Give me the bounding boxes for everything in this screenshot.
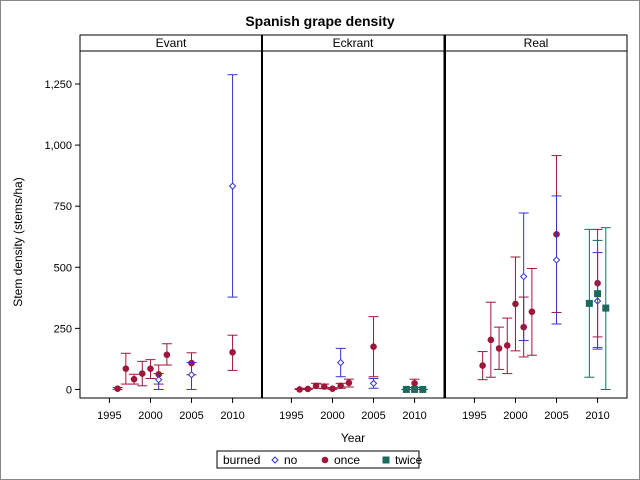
plot-area: 0 250 500 750 1,000 1,250 Evant 1995 2000 2005 201… (44, 34, 628, 422)
point-once (503, 342, 511, 349)
point-twice (402, 385, 410, 393)
panel-eckrant: Eckrant 1995 2000 2005 2010 (261, 34, 445, 422)
point-once (320, 383, 328, 390)
x-tick-label: 2000 (138, 410, 162, 422)
legend-box (216, 450, 420, 469)
point-twice (602, 304, 610, 312)
x-tick-label: 2005 (544, 410, 568, 422)
point-once (130, 375, 138, 383)
point-no (369, 379, 378, 388)
point-no (187, 371, 196, 379)
point-once (479, 362, 486, 369)
y-tick-label: 1,000 (44, 140, 72, 152)
x-tick-label: 1995 (279, 410, 303, 422)
point-once (411, 380, 418, 387)
y-tick-label: 500 (54, 262, 72, 274)
panel-label: Evant (156, 36, 187, 50)
legend: burned no once twice (216, 450, 423, 469)
y-tick-label: 750 (54, 201, 72, 213)
point-once (370, 343, 377, 350)
point-once (163, 351, 171, 359)
point-once (229, 349, 236, 356)
x-axis-label: Year (341, 431, 365, 445)
point-no (336, 358, 345, 367)
x-tick-label: 2005 (361, 410, 385, 422)
legend-marker-twice (382, 456, 390, 464)
legend-title: burned (223, 453, 260, 467)
point-once (495, 345, 503, 352)
x-tick-label: 1995 (97, 410, 121, 422)
point-twice (419, 385, 427, 393)
y-tick-label: 250 (54, 323, 72, 335)
point-no (552, 256, 561, 264)
point-twice (585, 299, 593, 307)
point-once (114, 385, 121, 393)
chart-title: Spanish grape density (245, 13, 395, 29)
legend-label-no: no (284, 453, 298, 467)
point-no (154, 375, 163, 384)
point-once (147, 365, 154, 372)
point-once (345, 379, 353, 387)
panel-label: Real (524, 36, 549, 50)
point-no (228, 182, 237, 190)
point-once (329, 385, 336, 393)
x-tick-label: 2000 (320, 410, 344, 422)
legend-marker-once (321, 456, 329, 464)
point-twice (411, 385, 419, 393)
x-tick-label: 2000 (503, 410, 527, 422)
legend-label-twice: twice (395, 453, 423, 467)
point-once (138, 370, 146, 377)
y-axis-label: Stem density (stems/ha) (11, 177, 25, 306)
point-once (487, 336, 495, 344)
y-tick-label: 0 (66, 384, 72, 396)
panel-evant: Evant 1995 2000 2005 2010 (79, 34, 263, 422)
x-tick-label: 2010 (220, 410, 244, 422)
point-twice (594, 290, 602, 298)
legend-label-once: once (334, 453, 360, 467)
x-tick-label: 2010 (585, 410, 609, 422)
point-once (296, 386, 303, 393)
point-once (122, 365, 130, 372)
point-once (312, 382, 320, 390)
legend-marker-no (271, 456, 279, 464)
point-once (337, 382, 344, 390)
point-no (519, 272, 528, 281)
point-once (304, 385, 312, 393)
point-once (528, 308, 536, 316)
point-once (512, 300, 519, 308)
x-tick-label: 2010 (402, 410, 426, 422)
x-tick-label: 2005 (179, 410, 203, 422)
y-tick-label: 1,250 (44, 79, 72, 91)
x-tick-label: 1995 (462, 410, 486, 422)
panel-label: Eckrant (333, 36, 374, 50)
